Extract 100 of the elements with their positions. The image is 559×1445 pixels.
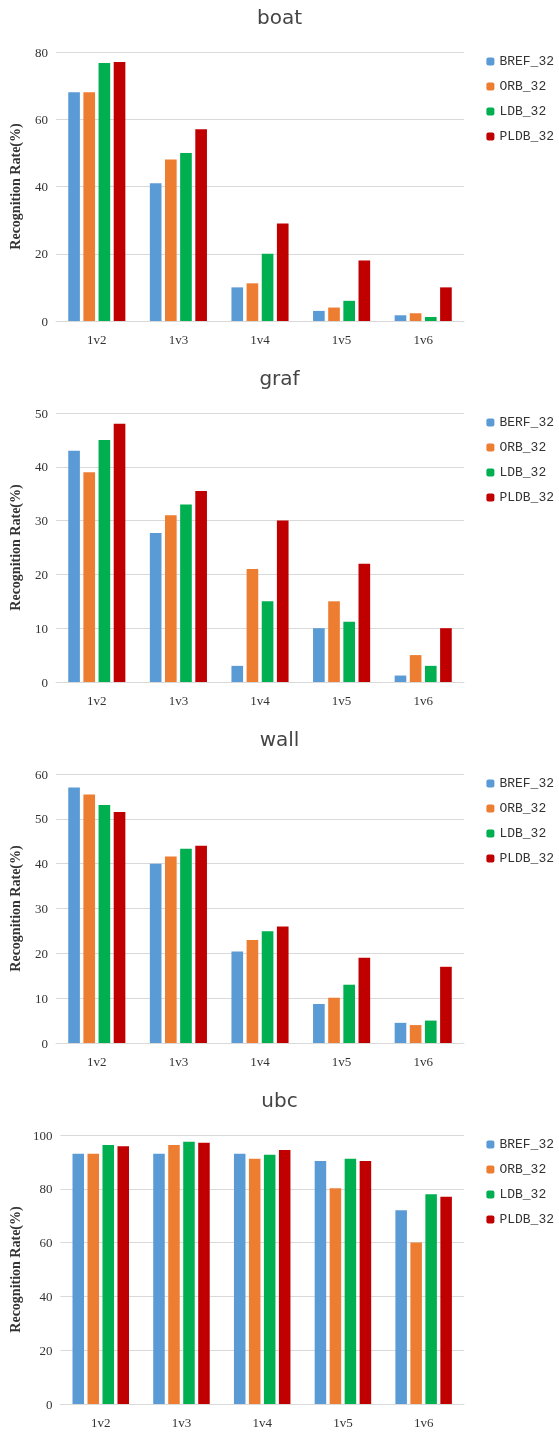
bar <box>358 563 371 682</box>
y-tick-label: 20 <box>39 1342 53 1358</box>
bar <box>149 863 162 1043</box>
bar <box>410 1242 422 1404</box>
x-tick-label: 1v6 <box>413 1415 434 1430</box>
x-tick-label: 1v6 <box>413 332 434 347</box>
y-tick-label: 100 <box>32 1127 53 1143</box>
y-axis-title: Recognition Rate(%) <box>7 844 24 972</box>
bar <box>233 1153 246 1404</box>
y-tick-label: 80 <box>35 44 48 60</box>
bar <box>246 283 259 321</box>
x-tick-label: 1v4 <box>250 693 271 708</box>
bar <box>394 1022 407 1043</box>
legend-label: PLDB_32 <box>499 490 554 505</box>
bar <box>98 439 111 682</box>
x-tick-label: 1v2 <box>87 1054 107 1069</box>
bar <box>164 856 177 1043</box>
bar <box>231 951 244 1043</box>
y-tick-label: 60 <box>35 766 48 782</box>
bar <box>358 260 371 321</box>
chart-title: graf <box>259 366 301 390</box>
bar <box>98 63 111 321</box>
y-tick-label: 30 <box>35 901 48 916</box>
bar <box>440 287 452 321</box>
bar <box>344 1158 357 1404</box>
bar <box>328 307 340 321</box>
y-tick-label: 20 <box>35 246 48 262</box>
bar <box>153 1153 165 1404</box>
bar <box>440 628 452 682</box>
bar <box>164 515 177 682</box>
bar <box>261 601 274 682</box>
y-tick-label: 40 <box>35 179 48 194</box>
legend-label: ORB_32 <box>499 801 547 816</box>
bar <box>314 1161 327 1404</box>
bar <box>83 92 96 321</box>
x-tick-label: 1v4 <box>250 332 271 347</box>
bar <box>117 1146 130 1404</box>
bar <box>276 926 289 1043</box>
legend-label: BREF_32 <box>499 1137 554 1152</box>
bar <box>395 1210 407 1404</box>
bar <box>343 621 356 682</box>
y-tick-label: 10 <box>35 620 48 636</box>
bar <box>276 520 289 682</box>
bar <box>440 1196 452 1404</box>
bar <box>195 845 207 1043</box>
bar <box>313 1004 325 1043</box>
x-tick-label: 1v4 <box>250 1054 271 1069</box>
y-axis-title: Recognition Rate(%) <box>7 122 24 250</box>
x-tick-label: 1v3 <box>168 1054 189 1069</box>
bar <box>183 1141 195 1404</box>
bar <box>68 92 80 321</box>
bar <box>83 794 96 1043</box>
x-tick-label: 1v6 <box>413 1054 434 1069</box>
chart-title: ubc <box>261 1088 298 1112</box>
x-tick-label: 1v3 <box>168 693 189 708</box>
bar <box>329 1188 342 1404</box>
x-tick-label: 1v3 <box>168 332 189 347</box>
bar <box>113 812 126 1043</box>
bar <box>68 787 80 1043</box>
y-axis-title: Recognition Rate(%) <box>7 483 24 611</box>
bar <box>359 1161 372 1404</box>
x-tick-label: 1v6 <box>413 693 434 708</box>
bar <box>113 423 126 682</box>
legend-label: LDB_32 <box>499 104 547 119</box>
bar <box>343 984 356 1043</box>
legend-label: LDB_32 <box>499 826 547 841</box>
y-tick-label: 20 <box>35 566 48 582</box>
y-tick-label: 10 <box>35 990 48 1006</box>
y-tick-label: 20 <box>35 945 48 961</box>
chart-title: wall <box>259 727 300 751</box>
legend-label: ORB_32 <box>499 440 547 455</box>
legend-label: LDB_32 <box>499 465 547 480</box>
y-tick-label: 80 <box>39 1181 53 1197</box>
chart-title: boat <box>256 5 303 29</box>
legend-label: PLDB_32 <box>499 129 554 144</box>
y-tick-label: 40 <box>35 856 48 872</box>
bar <box>409 313 422 321</box>
y-tick-label: 0 <box>45 1396 53 1412</box>
bar <box>72 1153 85 1404</box>
bar <box>195 491 207 682</box>
bar <box>261 253 274 321</box>
y-tick-label: 50 <box>35 811 48 827</box>
bar <box>180 152 192 321</box>
bar <box>246 939 259 1043</box>
bar <box>83 472 96 682</box>
y-tick-label: 60 <box>39 1235 53 1251</box>
bar <box>248 1158 261 1404</box>
bar <box>343 300 356 321</box>
legend-label: PLDB_32 <box>499 1212 554 1227</box>
bar <box>424 665 437 682</box>
bar <box>394 315 407 321</box>
bar <box>261 931 274 1043</box>
y-tick-label: 50 <box>35 405 48 421</box>
bar <box>231 665 244 682</box>
bar <box>149 183 162 321</box>
bar <box>98 804 111 1043</box>
bar <box>263 1154 276 1404</box>
y-tick-label: 30 <box>35 513 48 529</box>
bar <box>180 504 192 682</box>
bar <box>424 316 437 321</box>
